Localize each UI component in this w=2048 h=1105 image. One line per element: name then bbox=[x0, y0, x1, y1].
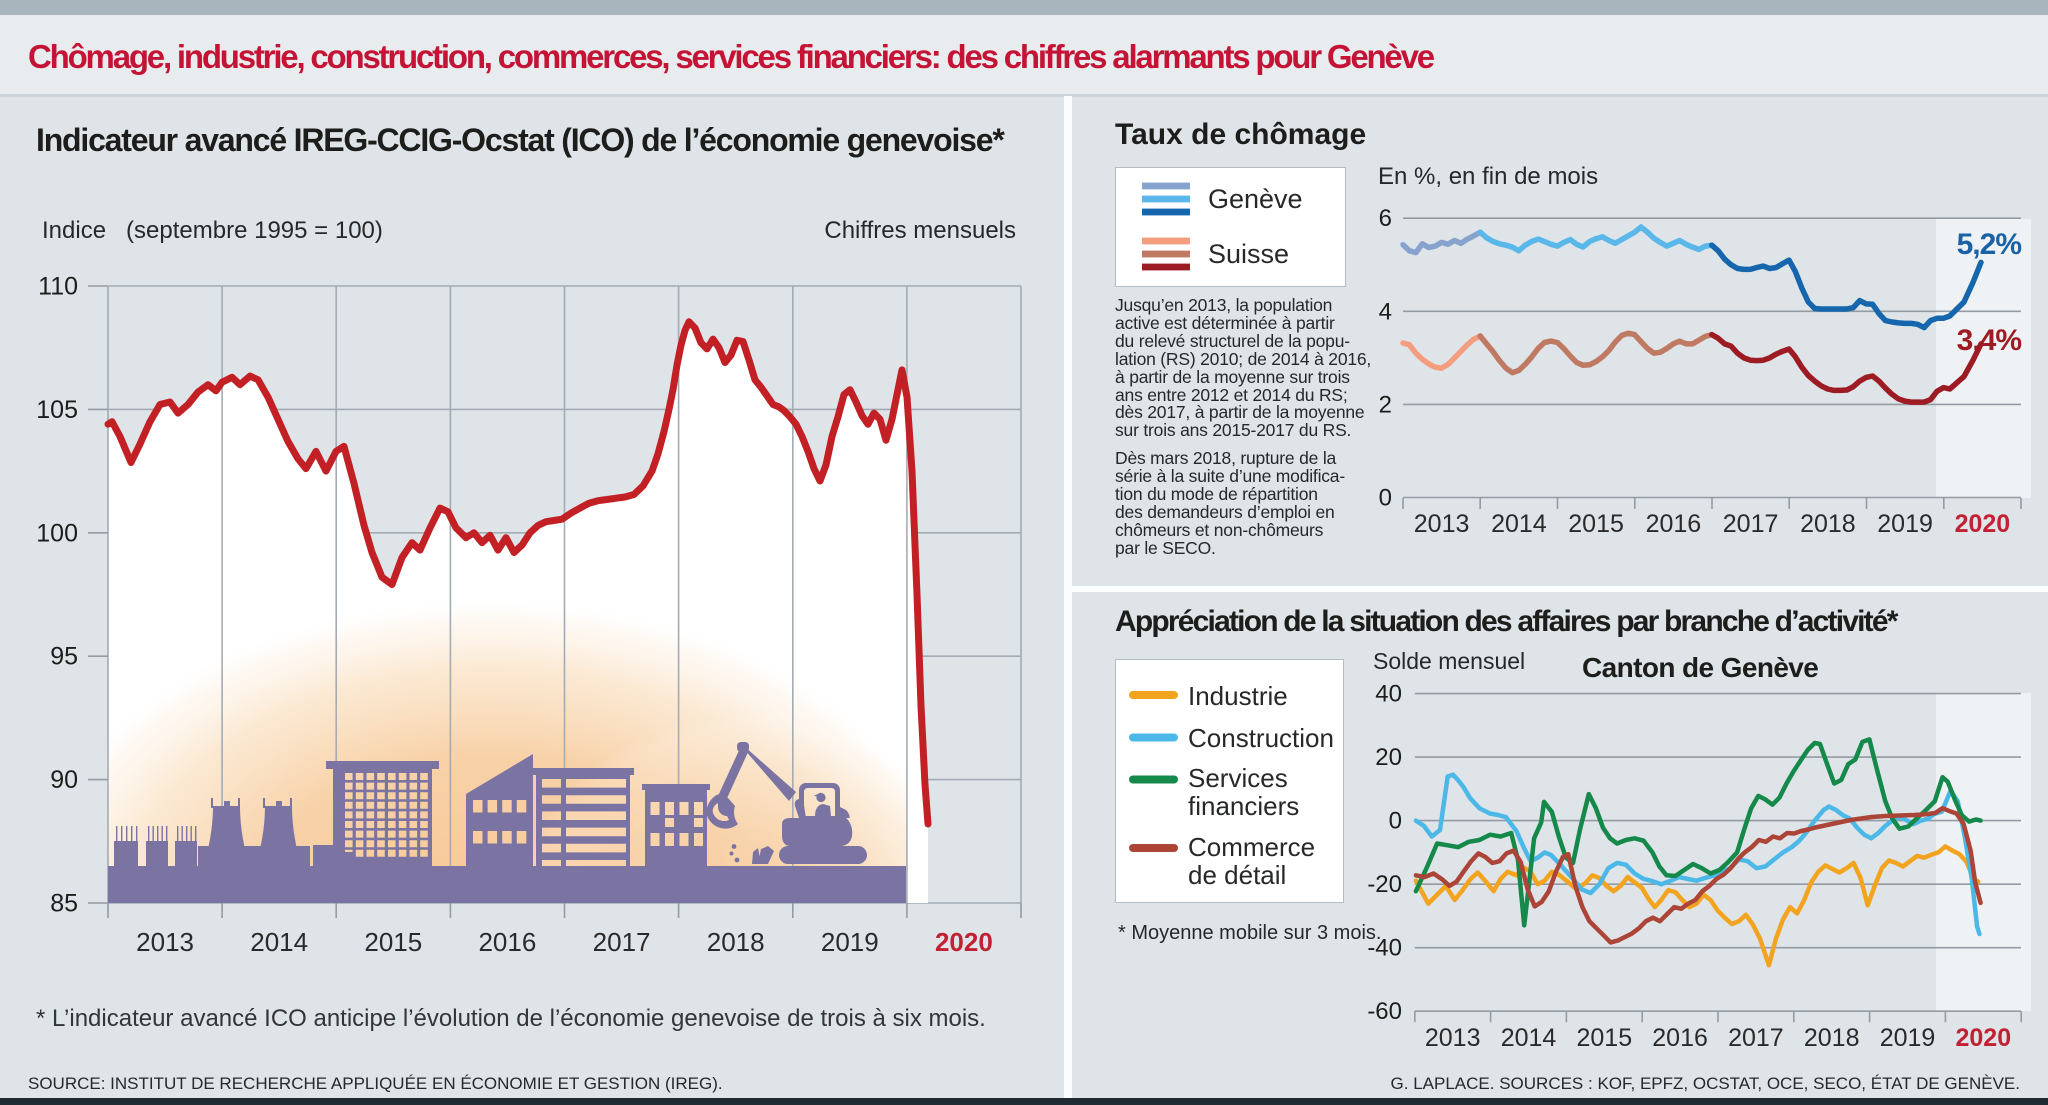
svg-text:2018: 2018 bbox=[707, 927, 765, 957]
svg-text:105: 105 bbox=[36, 396, 78, 424]
svg-text:2018: 2018 bbox=[1804, 1024, 1860, 1052]
svg-text:2019: 2019 bbox=[821, 927, 879, 957]
svg-text:2015: 2015 bbox=[1576, 1024, 1632, 1052]
svg-text:-40: -40 bbox=[1367, 935, 1402, 962]
svg-text:95: 95 bbox=[50, 643, 78, 671]
svg-text:2019: 2019 bbox=[1880, 1024, 1936, 1052]
svg-text:4: 4 bbox=[1379, 298, 1392, 325]
svg-text:100: 100 bbox=[36, 519, 78, 547]
svg-text:40: 40 bbox=[1375, 681, 1402, 708]
svg-text:2020: 2020 bbox=[935, 927, 993, 957]
svg-text:5,2%: 5,2% bbox=[1957, 228, 2022, 261]
svg-text:2014: 2014 bbox=[250, 927, 308, 957]
svg-text:2: 2 bbox=[1379, 391, 1392, 418]
svg-text:2013: 2013 bbox=[136, 927, 194, 957]
svg-text:90: 90 bbox=[50, 766, 78, 794]
svg-text:0: 0 bbox=[1389, 808, 1402, 835]
svg-text:-20: -20 bbox=[1367, 871, 1402, 898]
svg-text:2020: 2020 bbox=[1955, 1024, 2011, 1052]
svg-text:20: 20 bbox=[1375, 744, 1402, 771]
svg-text:2018: 2018 bbox=[1800, 510, 1856, 538]
svg-text:110: 110 bbox=[38, 273, 78, 301]
svg-text:2020: 2020 bbox=[1955, 510, 2011, 538]
svg-text:2015: 2015 bbox=[1568, 510, 1624, 538]
svg-text:2016: 2016 bbox=[1652, 1024, 1708, 1052]
svg-text:2016: 2016 bbox=[1646, 510, 1702, 538]
svg-text:-60: -60 bbox=[1367, 998, 1402, 1025]
svg-text:2013: 2013 bbox=[1425, 1024, 1481, 1052]
svg-text:85: 85 bbox=[50, 890, 78, 918]
svg-text:0: 0 bbox=[1379, 485, 1392, 512]
svg-text:3,4%: 3,4% bbox=[1957, 324, 2022, 357]
svg-text:2017: 2017 bbox=[593, 927, 651, 957]
svg-text:2015: 2015 bbox=[364, 927, 422, 957]
svg-text:2013: 2013 bbox=[1414, 510, 1470, 538]
svg-text:2016: 2016 bbox=[478, 927, 536, 957]
svg-text:2014: 2014 bbox=[1491, 510, 1547, 538]
svg-text:2014: 2014 bbox=[1501, 1024, 1557, 1052]
svg-text:2019: 2019 bbox=[1877, 510, 1933, 538]
svg-text:2017: 2017 bbox=[1723, 510, 1779, 538]
svg-text:2017: 2017 bbox=[1728, 1024, 1784, 1052]
svg-text:6: 6 bbox=[1379, 205, 1392, 232]
